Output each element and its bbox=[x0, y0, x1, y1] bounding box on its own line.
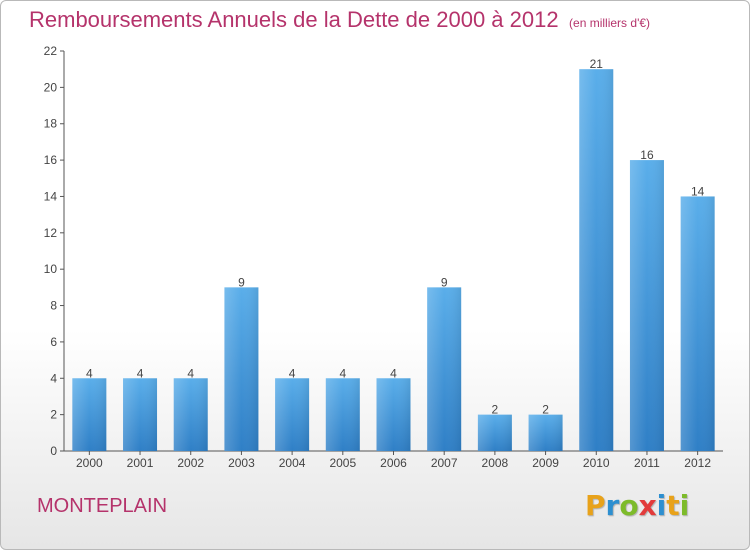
x-tick-label: 2003 bbox=[228, 456, 255, 470]
y-tick-label: 14 bbox=[44, 189, 58, 203]
y-tick-label: 4 bbox=[50, 371, 57, 385]
x-tick-label: 2006 bbox=[380, 456, 407, 470]
bar-highlight bbox=[477, 414, 512, 451]
chart-title-unit: (en milliers d'€) bbox=[569, 16, 651, 30]
bar-highlight bbox=[579, 69, 614, 451]
x-tick-label: 2001 bbox=[127, 456, 154, 470]
bar-value-label: 9 bbox=[238, 275, 245, 289]
y-tick-label: 22 bbox=[44, 44, 58, 58]
bar-value-label: 16 bbox=[640, 148, 654, 162]
bar-value-label: 4 bbox=[86, 366, 93, 380]
chart-title-main: Remboursements Annuels de la Dette de 20… bbox=[29, 7, 559, 32]
bar-highlight bbox=[173, 378, 208, 451]
bar-value-label: 4 bbox=[390, 366, 397, 380]
brand-letter: o bbox=[619, 489, 639, 522]
brand-letter: t bbox=[666, 489, 680, 522]
bar-highlight bbox=[376, 378, 411, 451]
bar-value-label: 4 bbox=[187, 366, 194, 380]
x-tick-label: 2011 bbox=[634, 456, 660, 470]
bar-value-label: 2 bbox=[542, 403, 549, 417]
y-tick-label: 8 bbox=[50, 299, 57, 313]
x-tick-label: 2005 bbox=[329, 456, 356, 470]
y-tick-label: 12 bbox=[44, 226, 58, 240]
bar-highlight bbox=[325, 378, 360, 451]
bar-highlight bbox=[123, 378, 158, 451]
y-axis: 0 2 4 6 8 10 12 14 16 18 20 22 bbox=[44, 44, 65, 458]
bar-highlight bbox=[72, 378, 107, 451]
bar-value-label: 21 bbox=[590, 57, 604, 71]
x-tick-label: 2004 bbox=[279, 456, 306, 470]
x-tick-label: 2009 bbox=[532, 456, 559, 470]
chart-title: Remboursements Annuels de la Dette de 20… bbox=[29, 7, 650, 33]
y-tick-label: 16 bbox=[44, 153, 58, 167]
x-axis: 2000 2001 2002 2003 2004 2005 2006 2007 2008 2009… bbox=[64, 450, 723, 470]
y-tick-label: 6 bbox=[50, 335, 57, 349]
x-tick-label: 2007 bbox=[431, 456, 458, 470]
brand-letter: i bbox=[679, 489, 690, 522]
bar-value-label: 4 bbox=[339, 366, 346, 380]
bar-value-label: 9 bbox=[441, 275, 448, 289]
x-tick-label: 2012 bbox=[684, 456, 711, 470]
y-tick-label: 20 bbox=[44, 80, 58, 94]
bar-highlight bbox=[427, 287, 462, 451]
bar-highlight bbox=[224, 287, 259, 451]
brand-letter: P bbox=[585, 489, 606, 522]
bar-value-label: 2 bbox=[492, 403, 499, 417]
bar-value-label: 4 bbox=[289, 366, 296, 380]
bar-highlight bbox=[528, 414, 563, 451]
x-tick-label: 2010 bbox=[583, 456, 610, 470]
x-tick-label: 2008 bbox=[482, 456, 509, 470]
bar-value-label: 14 bbox=[691, 184, 705, 198]
y-tick-label: 0 bbox=[50, 444, 57, 458]
bars: 4 4 4 9 4 4 4 9 2 2 21 16 14 bbox=[72, 57, 715, 451]
brand-letter: i bbox=[656, 489, 667, 522]
bar-value-label: 4 bbox=[137, 366, 144, 380]
x-tick-label: 2002 bbox=[177, 456, 204, 470]
y-tick-label: 10 bbox=[44, 262, 58, 276]
brand-letter: r bbox=[605, 489, 620, 522]
brand-letter: x bbox=[638, 489, 657, 522]
y-tick-label: 2 bbox=[50, 408, 57, 422]
brand-logo: Proxiti bbox=[585, 489, 689, 522]
x-tick-label: 2000 bbox=[76, 456, 103, 470]
bar-highlight bbox=[275, 378, 310, 451]
y-tick-label: 18 bbox=[44, 117, 58, 131]
bar-highlight bbox=[629, 160, 664, 451]
bar-highlight bbox=[680, 196, 715, 451]
commune-name: MONTEPLAIN bbox=[37, 495, 168, 517]
